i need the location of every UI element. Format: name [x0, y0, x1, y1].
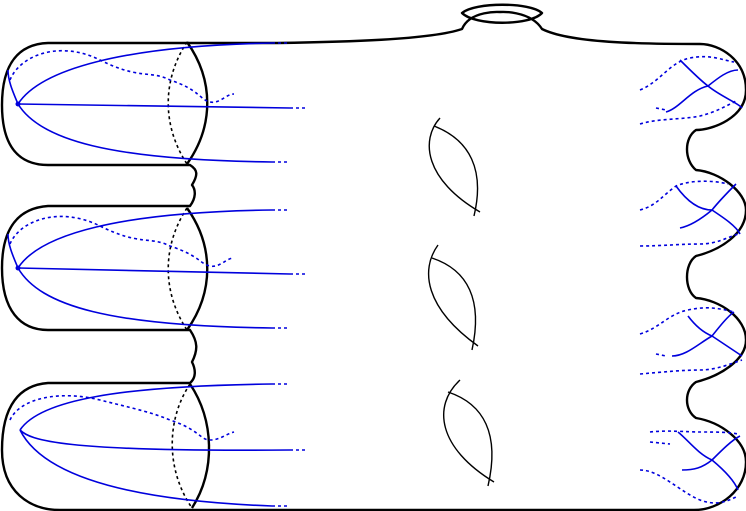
rtree-2-back-curve-bottom	[639, 233, 739, 247]
right-blue-tree-3	[639, 307, 743, 375]
top-cap-lens	[460, 3, 544, 24]
rtree-1-right-branch	[707, 85, 743, 109]
interior-hole-2	[427, 244, 479, 351]
surface-outer-boundary	[0, 10, 746, 511]
rtree-2-lower-branch	[679, 209, 713, 229]
rtree-4-lower-branch	[681, 459, 713, 471]
rtree-2-upper-branch	[675, 185, 713, 211]
rtree-1-top-branch	[707, 69, 739, 87]
interior-hole-3	[442, 379, 495, 487]
hole-1-upper-arc	[433, 125, 479, 217]
hole-2-lower-arc	[427, 244, 479, 347]
tree-2-middle-branch	[17, 267, 291, 275]
rtree-4-right-branch	[711, 459, 739, 491]
tree-1-top-branch	[17, 42, 273, 105]
tree-3-back-curve	[9, 394, 235, 441]
tree-3-middle-branch	[19, 429, 291, 452]
rtree-1-back-curve-bottom	[639, 99, 739, 125]
handle-1-front-curve	[186, 41, 209, 165]
handle-3-back-curve	[171, 383, 193, 509]
handle-2-back-curve	[167, 207, 188, 331]
left-handle-3-section	[171, 383, 211, 509]
tree-3-bottom-branch	[19, 429, 273, 507]
tree-1-middle-branch	[17, 103, 291, 109]
left-handle-1-section	[167, 41, 209, 165]
rtree-3-back-curve-top	[639, 307, 735, 335]
tree-1-trailing-dashes	[272, 42, 306, 163]
rtree-3-back-curve-bottom	[639, 359, 743, 375]
hole-1-lower-arc	[428, 117, 481, 213]
left-handle-2-section	[167, 207, 209, 331]
rtree-4-back-curve-bottom	[639, 469, 739, 504]
left-blue-tree-3	[9, 383, 306, 507]
right-blue-tree-2	[639, 180, 741, 247]
rtree-4-stub	[649, 441, 671, 445]
handle-2-front-curve	[186, 207, 209, 331]
right-blue-tree-4	[639, 430, 741, 504]
tree-1-stem	[7, 69, 19, 105]
tree-2-bottom-branch	[17, 267, 273, 329]
left-blue-tree-2	[7, 209, 306, 329]
tree-2-stem	[7, 233, 19, 269]
rtree-4-back-curve-top	[649, 430, 739, 435]
rtree-2-top-branch	[711, 183, 737, 211]
tree-2-back-curve	[9, 215, 235, 268]
tree-1-bottom-branch	[17, 103, 273, 163]
rtree-2-back-curve-top	[639, 180, 729, 211]
rtree-3-lower-branch	[671, 335, 713, 357]
tree-1-back-curve	[9, 50, 235, 104]
rtree-1-stub	[655, 107, 667, 111]
hole-3-lower-arc	[442, 379, 495, 483]
rtree-1-lower-branch	[665, 85, 709, 113]
handle-3-front-curve	[189, 383, 211, 509]
hole-3-upper-arc	[447, 391, 493, 487]
tree-1-vertex	[15, 101, 21, 107]
tree-2-trailing-dashes	[272, 209, 306, 329]
rtree-1-upper-branch	[679, 59, 709, 87]
hole-2-upper-arc	[431, 257, 477, 351]
handle-1-back-curve	[167, 41, 188, 165]
tree-2-vertex	[15, 265, 21, 271]
rtree-4-top-branch	[711, 435, 741, 461]
tree-3-trailing-dashes	[272, 383, 306, 507]
rtree-3-upper-branch	[687, 315, 713, 337]
rtree-1-back-curve-top	[639, 55, 735, 91]
rtree-3-top-branch	[711, 311, 735, 337]
rtree-2-right-branch	[711, 209, 741, 235]
rtree-3-right-branch	[711, 335, 743, 357]
rtree-4-upper-branch	[677, 431, 713, 461]
tree-3-top-branch	[19, 383, 273, 431]
rtree-3-stub	[655, 353, 667, 357]
tree-2-top-branch	[17, 209, 273, 269]
left-blue-tree-1	[7, 42, 306, 163]
interior-hole-1	[428, 117, 481, 217]
right-blue-tree-1	[639, 55, 743, 125]
